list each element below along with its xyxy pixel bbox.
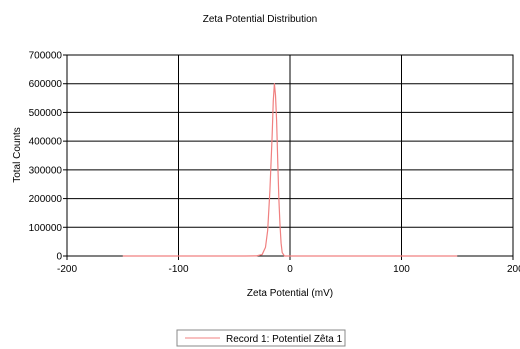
x-tick-label: 0 [287, 264, 293, 275]
grid-layer [63, 54, 514, 260]
y-tick-label: 600000 [29, 79, 63, 90]
series-layer [122, 83, 458, 257]
y-tick-label: 100000 [29, 223, 63, 234]
series-line [122, 83, 458, 257]
tick-layer: 0 100000 200000 300000 400000 500000 600000 700… [29, 51, 520, 276]
chart-title: Zeta Potential Distribution [203, 14, 318, 25]
x-tick-label: -200 [57, 264, 77, 275]
y-tick-label: 400000 [29, 137, 63, 148]
legend: Record 1: Potentiel Zêta 1 [176, 329, 346, 347]
y-tick-label: 700000 [29, 51, 63, 62]
y-tick-label: 300000 [29, 165, 63, 176]
x-tick-label: 100 [393, 264, 410, 275]
x-axis-label: Zeta Potential (mV) [247, 288, 333, 299]
legend-label: Record 1: Potentiel Zêta 1 [226, 334, 343, 345]
y-tick-label: 200000 [29, 194, 63, 205]
y-tick-label: 0 [56, 252, 62, 263]
x-tick-label: 200 [507, 264, 520, 275]
y-axis-label: Total Counts [12, 127, 23, 183]
y-tick-label: 500000 [29, 108, 63, 119]
legend-box [176, 329, 346, 347]
x-tick-label: -100 [168, 264, 188, 275]
